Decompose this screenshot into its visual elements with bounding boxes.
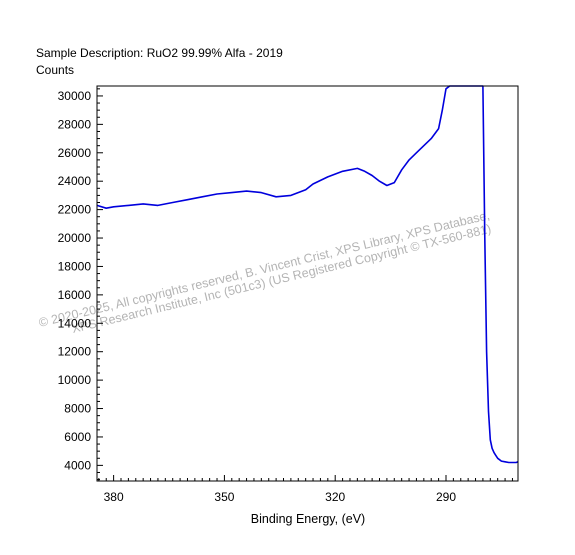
y-tick-label: 30000 bbox=[58, 89, 92, 103]
y-tick-label: 22000 bbox=[58, 203, 92, 217]
x-tick-label: 320 bbox=[325, 490, 345, 504]
y-tick-label: 20000 bbox=[58, 231, 92, 245]
y-tick-label: 16000 bbox=[58, 288, 92, 302]
y-tick-label: 14000 bbox=[58, 316, 92, 330]
y-tick-label: 26000 bbox=[58, 146, 92, 160]
copyright-watermark: © 2020-2025, All copyrights reserved, B.… bbox=[37, 208, 492, 336]
y-tick-label: 4000 bbox=[64, 458, 91, 472]
y-axis-label: Counts bbox=[36, 63, 75, 77]
watermark-line-1: © 2020-2025, All copyrights reserved, B.… bbox=[37, 208, 491, 330]
y-tick-label: 12000 bbox=[58, 345, 92, 359]
y-tick-label: 6000 bbox=[64, 430, 91, 444]
x-axis: 380 350 320 290 bbox=[98, 475, 513, 504]
series-layer bbox=[96, 85, 519, 464]
watermark-line-2: XPS Research Institute, Inc (501c3) (US … bbox=[70, 222, 492, 336]
x-tick-label: 350 bbox=[214, 490, 234, 504]
y-tick-label: 18000 bbox=[58, 259, 92, 273]
sample-description: Sample Description: RuO2 99.99% Alfa - 2… bbox=[36, 46, 283, 60]
y-tick-label: 10000 bbox=[58, 373, 92, 387]
y-tick-label: 28000 bbox=[58, 117, 92, 131]
spectrum-line bbox=[96, 85, 519, 464]
x-tick-label: 290 bbox=[436, 490, 456, 504]
y-tick-label: 8000 bbox=[64, 402, 91, 416]
x-axis-label: Binding Energy, (eV) bbox=[251, 512, 365, 526]
x-tick-label: 380 bbox=[104, 490, 124, 504]
y-tick-label: 24000 bbox=[58, 174, 92, 188]
y-axis: 4000 6000 8000 10000 12000 14000 16000 18000 200… bbox=[58, 88, 103, 481]
plot-frame bbox=[96, 85, 519, 482]
